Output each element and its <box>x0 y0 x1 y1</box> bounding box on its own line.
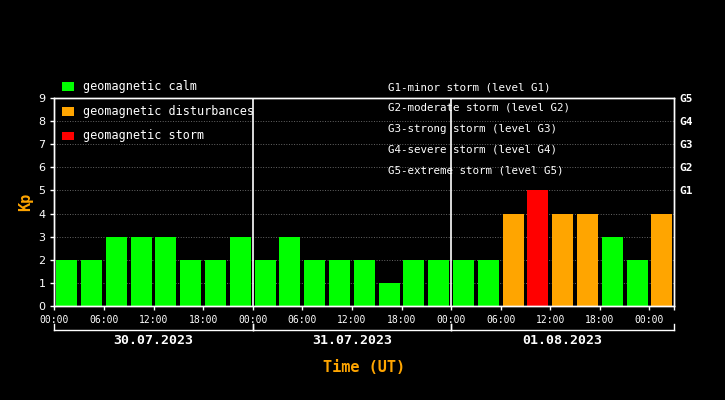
Text: 31.07.2023: 31.07.2023 <box>312 334 392 347</box>
Text: 01.08.2023: 01.08.2023 <box>523 334 602 347</box>
Bar <box>577 214 598 306</box>
Text: geomagnetic calm: geomagnetic calm <box>83 80 197 93</box>
Bar <box>329 260 350 306</box>
Bar <box>403 260 424 306</box>
Text: 30.07.2023: 30.07.2023 <box>114 334 194 347</box>
Bar <box>651 214 672 306</box>
Text: G2-moderate storm (level G2): G2-moderate storm (level G2) <box>388 103 570 113</box>
Bar <box>81 260 102 306</box>
Bar <box>527 190 548 306</box>
Text: G3-strong storm (level G3): G3-strong storm (level G3) <box>388 124 557 134</box>
Text: G4-severe storm (level G4): G4-severe storm (level G4) <box>388 144 557 154</box>
Bar <box>130 237 152 306</box>
Bar <box>57 260 78 306</box>
Text: geomagnetic storm: geomagnetic storm <box>83 130 204 142</box>
Bar <box>478 260 499 306</box>
Bar <box>378 283 399 306</box>
Bar <box>428 260 450 306</box>
Y-axis label: Kp: Kp <box>17 193 33 211</box>
Bar <box>155 237 176 306</box>
Text: G1-minor storm (level G1): G1-minor storm (level G1) <box>388 82 550 92</box>
Bar <box>304 260 326 306</box>
Bar <box>106 237 127 306</box>
Text: Time (UT): Time (UT) <box>323 360 405 375</box>
Bar <box>453 260 474 306</box>
Bar <box>230 237 251 306</box>
Bar <box>354 260 375 306</box>
Bar <box>502 214 523 306</box>
Bar <box>552 214 573 306</box>
Bar <box>181 260 202 306</box>
Bar <box>279 237 300 306</box>
Text: G5-extreme storm (level G5): G5-extreme storm (level G5) <box>388 165 563 175</box>
Bar <box>626 260 647 306</box>
Bar <box>254 260 276 306</box>
Text: geomagnetic disturbances: geomagnetic disturbances <box>83 105 254 118</box>
Bar <box>602 237 623 306</box>
Bar <box>205 260 226 306</box>
